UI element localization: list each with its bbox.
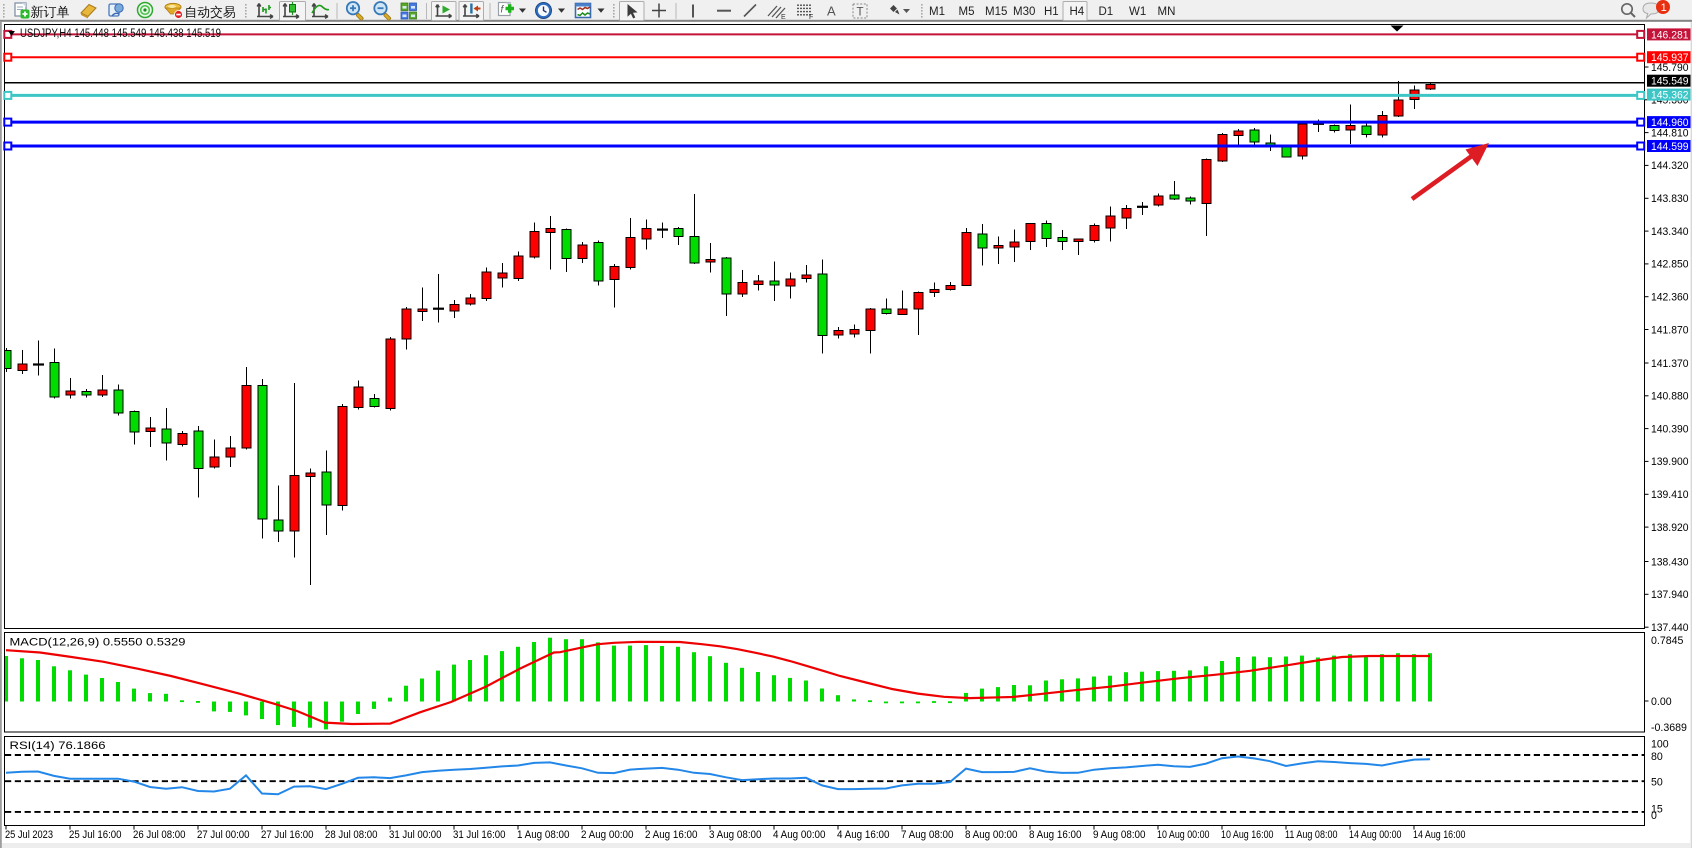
svg-text:145.549: 145.549	[1651, 76, 1689, 88]
svg-text:F: F	[809, 14, 813, 21]
svg-text:141.370: 141.370	[1651, 358, 1689, 370]
svg-text:H4: H4	[1070, 6, 1085, 18]
svg-text:139.900: 139.900	[1651, 456, 1689, 468]
svg-text:D1: D1	[1099, 6, 1114, 18]
svg-text:143.830: 143.830	[1651, 193, 1689, 205]
svg-text:8 Aug 16:00: 8 Aug 16:00	[1029, 829, 1082, 841]
svg-text:11 Aug 08:00: 11 Aug 08:00	[1285, 829, 1338, 841]
svg-text:80: 80	[1651, 751, 1663, 763]
svg-text:140.390: 140.390	[1651, 423, 1689, 435]
svg-text:145.937: 145.937	[1651, 52, 1689, 64]
svg-text:4 Aug 00:00: 4 Aug 00:00	[773, 829, 826, 841]
svg-text:10 Aug 00:00: 10 Aug 00:00	[1157, 829, 1210, 841]
svg-text:RSI(14) 76.1866: RSI(14) 76.1866	[10, 740, 106, 752]
svg-text:25 Jul 16:00: 25 Jul 16:00	[69, 829, 122, 841]
svg-text:0.7845: 0.7845	[1651, 635, 1684, 647]
svg-text:144.320: 144.320	[1651, 160, 1689, 172]
svg-text:50: 50	[1651, 777, 1663, 789]
svg-text:100: 100	[1651, 738, 1669, 750]
svg-text:M1: M1	[929, 6, 945, 18]
svg-text:144.599: 144.599	[1651, 141, 1689, 153]
svg-text:-0.3689: -0.3689	[1651, 722, 1687, 734]
svg-text:25 Jul 2023: 25 Jul 2023	[5, 829, 53, 841]
svg-text:MN: MN	[1158, 6, 1176, 18]
svg-text:2 Aug 16:00: 2 Aug 16:00	[645, 829, 698, 841]
svg-text:M5: M5	[959, 6, 975, 18]
svg-text:143.340: 143.340	[1651, 226, 1689, 238]
svg-text:137.940: 137.940	[1651, 589, 1689, 601]
svg-text:145.790: 145.790	[1651, 62, 1689, 74]
svg-text:4 Aug 16:00: 4 Aug 16:00	[837, 829, 890, 841]
svg-text:146.281: 146.281	[1651, 29, 1689, 41]
svg-text:M15: M15	[985, 6, 1007, 18]
svg-text:M30: M30	[1013, 6, 1035, 18]
svg-text:139.410: 139.410	[1651, 489, 1689, 501]
svg-text:144.960: 144.960	[1651, 117, 1689, 129]
svg-text:142.850: 142.850	[1651, 259, 1689, 271]
svg-text:1: 1	[1661, 2, 1667, 14]
svg-text:E: E	[781, 14, 786, 21]
svg-text:1 Aug 08:00: 1 Aug 08:00	[517, 829, 570, 841]
svg-text:2 Aug 00:00: 2 Aug 00:00	[581, 829, 634, 841]
svg-text:28 Jul 08:00: 28 Jul 08:00	[325, 829, 378, 841]
svg-text:137.440: 137.440	[1651, 622, 1689, 634]
svg-text:142.360: 142.360	[1651, 292, 1689, 304]
svg-text:W1: W1	[1129, 6, 1146, 18]
svg-text:27 Jul 16:00: 27 Jul 16:00	[261, 829, 314, 841]
svg-text:H1: H1	[1044, 6, 1059, 18]
svg-text:14 Aug 00:00: 14 Aug 00:00	[1349, 829, 1402, 841]
svg-text:T: T	[857, 7, 864, 19]
svg-text:8 Aug 00:00: 8 Aug 00:00	[965, 829, 1018, 841]
svg-text:145.362: 145.362	[1651, 90, 1689, 102]
svg-text:3 Aug 08:00: 3 Aug 08:00	[709, 829, 762, 841]
svg-text:140.880: 140.880	[1651, 391, 1689, 403]
svg-text:31 Jul 00:00: 31 Jul 00:00	[389, 829, 442, 841]
svg-text:14 Aug 16:00: 14 Aug 16:00	[1413, 829, 1466, 841]
svg-text:27 Jul 00:00: 27 Jul 00:00	[197, 829, 250, 841]
svg-text:15: 15	[1651, 803, 1663, 815]
svg-text:0.00: 0.00	[1651, 696, 1672, 708]
svg-text:10 Aug 16:00: 10 Aug 16:00	[1221, 829, 1274, 841]
svg-text:A: A	[827, 4, 836, 19]
svg-text:MACD(12,26,9) 0.5550 0.5329: MACD(12,26,9) 0.5550 0.5329	[10, 637, 186, 649]
svg-text:7 Aug 08:00: 7 Aug 08:00	[901, 829, 954, 841]
svg-text:141.870: 141.870	[1651, 324, 1689, 336]
svg-text:138.920: 138.920	[1651, 522, 1689, 534]
svg-text:0: 0	[1651, 810, 1657, 822]
svg-text:f: f	[501, 5, 505, 16]
svg-text:26 Jul 08:00: 26 Jul 08:00	[133, 829, 186, 841]
svg-text:144.810: 144.810	[1651, 127, 1689, 139]
svg-text:138.430: 138.430	[1651, 556, 1689, 568]
svg-text:USDJPY,H4 145.448 145.549 145: USDJPY,H4 145.448 145.549 145.438 145.51…	[20, 28, 221, 40]
svg-text:9 Aug 08:00: 9 Aug 08:00	[1093, 829, 1146, 841]
svg-text:31 Jul 16:00: 31 Jul 16:00	[453, 829, 506, 841]
